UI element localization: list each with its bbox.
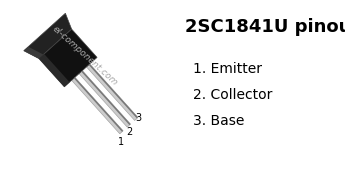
Text: 1. Emitter: 1. Emitter	[193, 62, 262, 76]
Polygon shape	[24, 47, 43, 59]
Polygon shape	[72, 77, 123, 134]
Text: 2: 2	[126, 127, 132, 137]
Text: 1: 1	[118, 137, 124, 147]
Polygon shape	[24, 13, 72, 59]
Polygon shape	[39, 29, 97, 87]
Polygon shape	[87, 64, 138, 120]
Polygon shape	[39, 54, 70, 87]
Text: el-component.com: el-component.com	[51, 24, 119, 88]
Text: 3. Base: 3. Base	[193, 114, 244, 128]
Polygon shape	[74, 77, 123, 132]
Polygon shape	[89, 64, 138, 118]
Polygon shape	[79, 71, 130, 127]
Text: 2SC1841U pinout: 2SC1841U pinout	[185, 18, 345, 36]
Text: 2. Collector: 2. Collector	[193, 88, 272, 102]
Polygon shape	[81, 71, 130, 125]
Text: 3: 3	[136, 113, 141, 123]
